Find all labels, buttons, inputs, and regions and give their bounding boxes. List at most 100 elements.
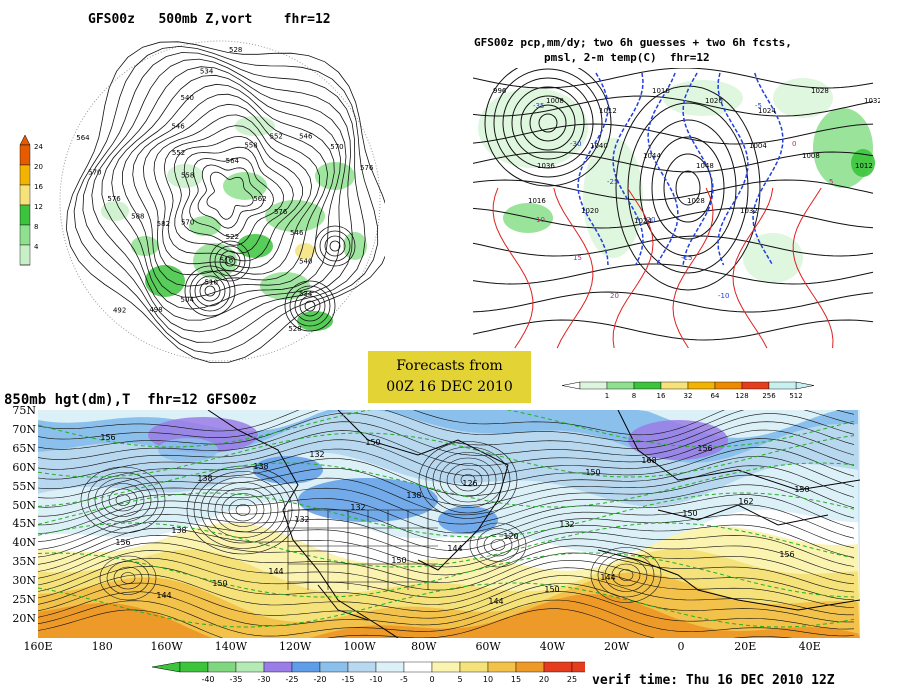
height-contours xyxy=(65,41,385,364)
height-contour xyxy=(38,421,855,460)
pmsl-contour xyxy=(473,319,874,341)
temp-label: 5 xyxy=(829,178,833,186)
closed-contour xyxy=(611,563,641,587)
colorbar-swatch xyxy=(375,661,405,673)
height-label: 576 xyxy=(274,208,288,216)
temp-contour-warm xyxy=(553,187,594,349)
temp-contour xyxy=(38,462,855,508)
height-label: 138 xyxy=(253,462,268,471)
height-label: 156 xyxy=(697,444,712,453)
colorbar-label: 10 xyxy=(483,675,493,684)
closed-contour xyxy=(221,493,265,527)
closed-contour xyxy=(113,566,143,590)
closed-contour xyxy=(200,476,286,544)
forecast-init-line2: 00Z 16 DEC 2010 xyxy=(386,379,513,395)
longitude-label: 40W xyxy=(539,640,566,653)
height-label: 528 xyxy=(288,325,301,333)
pmsl-contour xyxy=(538,113,558,133)
closed-low-contour xyxy=(324,235,346,257)
closed-low-contour xyxy=(284,280,336,332)
colorbar-left-arrow xyxy=(561,381,581,390)
pressure-label: 1004 xyxy=(749,142,767,150)
temp-contour xyxy=(38,582,855,628)
height-label: 558 xyxy=(244,141,257,149)
height-label: 540 xyxy=(181,94,194,102)
height-contour xyxy=(101,66,347,321)
coastline xyxy=(617,410,860,491)
height-contour xyxy=(38,456,855,499)
closed-low-contour xyxy=(189,270,231,312)
map-500mb-polar: 562 576 546 540 534 528 522 516 510 504 498 492 570 5… xyxy=(59,40,385,364)
temp-contour-cold xyxy=(752,72,784,266)
map-surface-pmsl: 9961008101210161020102410281032103610401… xyxy=(473,68,880,351)
colorbar-swatch xyxy=(515,661,545,673)
colorbar-swatch xyxy=(579,381,608,390)
height-contour xyxy=(38,494,855,534)
title-850mb: 850mb hgt(dm),T fhr=12 GFS00z xyxy=(4,392,257,408)
latitude-label: 70N xyxy=(12,422,36,436)
closed-contour xyxy=(235,504,251,516)
colorbar-label: 16 xyxy=(34,183,43,191)
latitude-label: 55N xyxy=(12,479,36,493)
vorticity-area xyxy=(101,201,129,221)
pmsl-contour xyxy=(493,68,603,178)
height-label: 156 xyxy=(779,550,794,559)
closed-contour xyxy=(453,468,483,492)
precip-area xyxy=(851,149,875,177)
height-label: 150 xyxy=(585,468,600,477)
height-label: 576 xyxy=(360,164,374,172)
height-label: 516 xyxy=(220,257,234,265)
colorbar-swatch xyxy=(235,661,265,673)
pmsl-contour xyxy=(473,291,874,313)
latitude-label: 40N xyxy=(12,536,36,550)
height-contour xyxy=(38,513,855,551)
pmsl-contour xyxy=(473,151,874,173)
closed-low-contour xyxy=(209,240,251,282)
height-label: 156 xyxy=(100,433,115,442)
colorbar-label: 0 xyxy=(429,675,434,684)
colorbar-swatch xyxy=(347,661,377,673)
height-label: 150 xyxy=(391,556,406,565)
temp-contour xyxy=(38,492,855,538)
vorticity-area xyxy=(189,216,221,236)
temp-contour-cold xyxy=(717,72,749,266)
temperature-contours xyxy=(38,410,855,628)
closed-contour xyxy=(483,533,513,557)
colorbar-label: 15 xyxy=(511,675,521,684)
pressure-label: 1012 xyxy=(599,107,617,115)
height-label: 534 xyxy=(200,68,214,76)
height-label: 162 xyxy=(738,497,753,506)
vorticity-area xyxy=(237,234,273,258)
closed-low-contour xyxy=(194,275,226,307)
height-contour xyxy=(38,527,855,568)
height-label: 138 xyxy=(406,491,421,500)
colorbar-swatch xyxy=(487,661,517,673)
vorticity-colorbar: 24 20 16 12 8 4 xyxy=(14,133,54,268)
height-label: 564 xyxy=(76,134,90,142)
pmsl-contour xyxy=(615,85,761,291)
latitude-label: 50N xyxy=(12,498,36,512)
closed-contour xyxy=(590,547,662,603)
colorbar-right-arrow xyxy=(795,381,815,390)
height-label: 150 xyxy=(682,509,697,518)
temp-contour-warm xyxy=(492,187,534,349)
height-label: 144 xyxy=(488,597,503,606)
temp-contour-warm xyxy=(732,187,774,349)
temp-contours xyxy=(492,72,834,349)
pressure-label: 1036 xyxy=(537,162,555,170)
coastlines xyxy=(207,410,860,638)
closed-low-contour xyxy=(199,280,221,302)
colorbar-label: 20 xyxy=(539,675,549,684)
height-label: 144 xyxy=(268,567,283,576)
height-label: 498 xyxy=(149,306,162,314)
temp-band xyxy=(38,594,860,638)
closed-contour xyxy=(604,558,648,592)
latitude-label: 20N xyxy=(12,611,36,625)
temperature-colorbar-svg: -40 -35 -30 -25 -20 -15 -10 -5 0 5 10 15 20 25 xyxy=(151,661,629,684)
verif-time: verif time: Thu 16 DEC 2010 12Z xyxy=(592,673,835,688)
hbarsfc-svg: 1 8 16 32 64 128 256 512 xyxy=(561,381,815,400)
pmsl-contour xyxy=(502,77,594,169)
height-contour xyxy=(163,125,303,262)
height-contour xyxy=(38,484,855,526)
height-contour xyxy=(38,591,855,630)
